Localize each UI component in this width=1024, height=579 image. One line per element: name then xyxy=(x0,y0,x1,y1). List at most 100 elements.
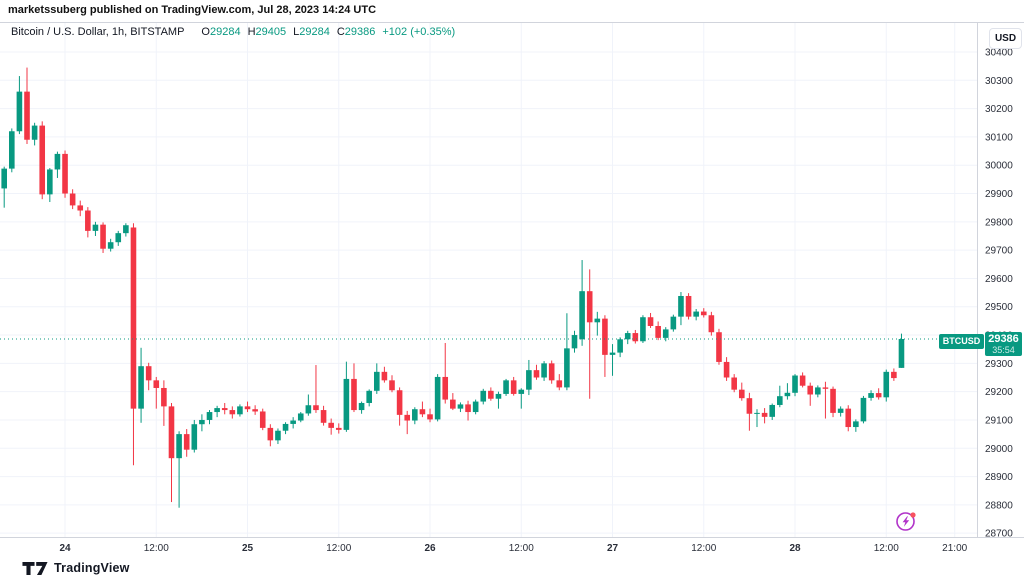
candle-down xyxy=(351,378,357,411)
candle-down xyxy=(389,380,395,391)
time-tick-label[interactable]: 27 xyxy=(607,543,619,554)
candle-up xyxy=(868,393,874,398)
candlestick-plot[interactable]: 30400 30300 30200 30100 30000 29900 29800 29700… xyxy=(0,22,1024,557)
candle-up xyxy=(457,404,464,409)
candle-down xyxy=(845,408,852,428)
candle-up xyxy=(571,335,578,349)
candle-up xyxy=(678,295,684,317)
candle-down xyxy=(830,388,836,413)
open-label: O xyxy=(201,26,210,38)
candle-down xyxy=(465,404,471,413)
symbol-legend: Bitcoin / U.S. Dollar, 1h, BITSTAMP O2928… xyxy=(11,26,455,38)
price-tick-label[interactable]: 29800 xyxy=(985,217,1013,228)
price-tick-label[interactable]: 30300 xyxy=(985,76,1013,87)
open-value: 29284 xyxy=(209,26,241,38)
time-tick-label[interactable]: 12:00 xyxy=(874,543,899,554)
candle-down xyxy=(746,398,753,414)
candle-up xyxy=(617,339,623,353)
candle-down xyxy=(161,387,167,407)
candle-up xyxy=(31,125,38,140)
candle-up xyxy=(640,317,646,342)
candle-down xyxy=(168,406,175,459)
candle-down xyxy=(183,434,190,450)
candle-up xyxy=(115,233,122,243)
time-tick-label[interactable]: 28 xyxy=(789,543,801,554)
price-tick-label[interactable]: 28800 xyxy=(985,500,1013,511)
price-tick-label[interactable]: 29000 xyxy=(985,444,1013,455)
price-tick-label[interactable]: 29700 xyxy=(985,246,1013,257)
candle-down xyxy=(313,405,319,411)
price-tick-label[interactable]: 29300 xyxy=(985,359,1013,370)
candle-up xyxy=(784,392,791,397)
candle-down xyxy=(24,91,30,140)
price-tick-label[interactable]: 29900 xyxy=(985,189,1013,200)
candle-down xyxy=(419,409,426,415)
candle-up xyxy=(815,387,821,395)
candle-down xyxy=(723,361,730,378)
candle-up xyxy=(579,291,585,340)
time-tick-label[interactable]: 12:00 xyxy=(144,543,169,554)
candle-down xyxy=(229,410,236,415)
price-tick-label[interactable]: 30200 xyxy=(985,104,1013,115)
candle-up xyxy=(670,316,677,330)
time-tick-label[interactable]: 26 xyxy=(424,543,436,554)
time-tick-label[interactable]: 25 xyxy=(242,543,254,554)
attribution-footer: TradingView xyxy=(0,557,1024,579)
candle-up xyxy=(472,401,479,413)
candle-down xyxy=(632,333,639,342)
candle-down xyxy=(799,375,806,386)
close-label: C xyxy=(336,26,345,38)
tradingview-logo-icon xyxy=(22,561,48,575)
time-tick-label[interactable]: 12:00 xyxy=(691,543,716,554)
candle-up xyxy=(480,390,487,402)
candle-up xyxy=(837,408,844,413)
price-tick-label[interactable]: 29100 xyxy=(985,415,1013,426)
candle-up xyxy=(777,396,783,405)
lightning-icon xyxy=(896,512,916,531)
currency-toggle-button[interactable]: USD xyxy=(989,28,1022,49)
candle-down xyxy=(647,317,654,326)
candle-down xyxy=(875,393,882,398)
candle-up xyxy=(366,390,372,403)
candle-up xyxy=(609,352,616,355)
time-tick-label[interactable]: 12:00 xyxy=(326,543,351,554)
candle-up xyxy=(792,375,798,393)
price-tick-label[interactable]: 29500 xyxy=(985,302,1013,313)
candle-down xyxy=(822,387,829,389)
lightning-event-marker[interactable] xyxy=(894,509,918,533)
candle-down xyxy=(708,315,715,333)
candle-down xyxy=(761,412,768,417)
candle-down xyxy=(328,422,334,428)
time-tick-label[interactable]: 12:00 xyxy=(509,543,534,554)
price-tick-label[interactable]: 30000 xyxy=(985,161,1013,172)
candle-up xyxy=(503,380,509,394)
price-tick-label[interactable]: 29600 xyxy=(985,274,1013,285)
candle-down xyxy=(153,380,160,388)
price-tick-label[interactable]: 28900 xyxy=(985,472,1013,483)
symbol-price-tag: BTCUSD xyxy=(939,334,984,349)
candle-down xyxy=(335,427,342,430)
candle-up xyxy=(297,413,304,421)
candle-up xyxy=(898,339,905,368)
candle-up xyxy=(434,376,441,420)
candle-up xyxy=(860,397,867,422)
candle-up xyxy=(564,348,570,388)
low-value: 29284 xyxy=(299,26,330,38)
price-tick-label[interactable]: 28700 xyxy=(985,529,1013,540)
candle-down xyxy=(700,311,707,316)
candle-up xyxy=(123,225,129,234)
candle-down xyxy=(252,409,258,412)
tradingview-brand-text[interactable]: TradingView xyxy=(54,561,130,575)
candle-down xyxy=(891,371,897,379)
candle-down xyxy=(69,193,76,206)
price-tick-label[interactable]: 29200 xyxy=(985,387,1013,398)
candle-down xyxy=(221,408,228,411)
price-tick-label[interactable]: 30400 xyxy=(985,48,1013,59)
price-tick-label[interactable]: 30100 xyxy=(985,132,1013,143)
time-tick-label[interactable]: 21:00 xyxy=(942,543,967,554)
symbol-title[interactable]: Bitcoin / U.S. Dollar, 1h, BITSTAMP xyxy=(11,26,185,38)
high-value: 29405 xyxy=(255,26,287,38)
time-tick-label[interactable]: 24 xyxy=(59,543,71,554)
candle-down xyxy=(85,210,91,231)
candle-up xyxy=(92,224,99,231)
